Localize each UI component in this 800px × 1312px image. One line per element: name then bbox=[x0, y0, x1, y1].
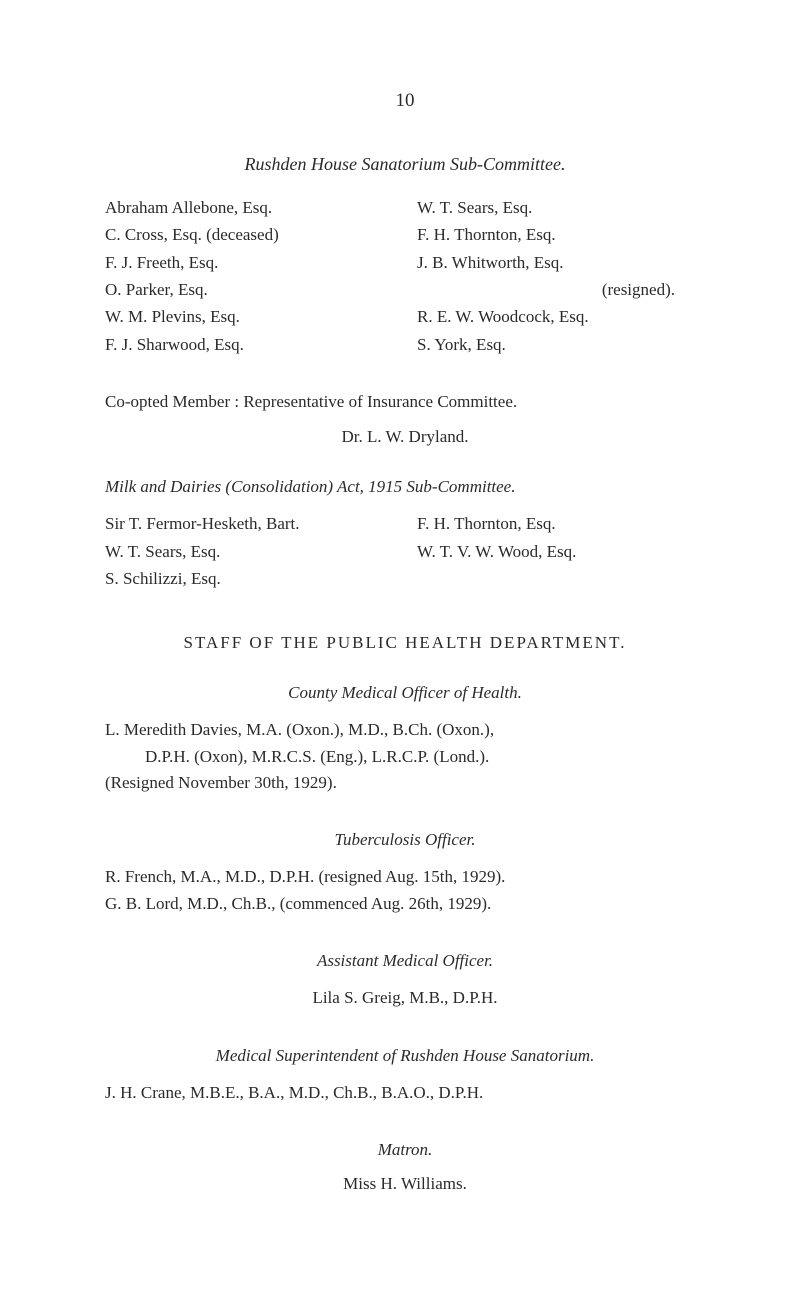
tuberculosis-line2: G. B. Lord, M.D., Ch.B., (commenced Aug.… bbox=[105, 891, 705, 917]
coopted-line: Co-opted Member : Representative of Insu… bbox=[105, 389, 705, 415]
assistant-line1: Lila S. Greig, M.B., D.P.H. bbox=[105, 985, 705, 1011]
matron-block: Matron. Miss H. Williams. bbox=[105, 1140, 705, 1194]
list-item: Sir T. Fermor-Hesketh, Bart. bbox=[105, 511, 393, 537]
list-item: W. T. V. W. Wood, Esq. bbox=[417, 539, 705, 565]
county-line2: D.P.H. (Oxon), M.R.C.S. (Eng.), L.R.C.P.… bbox=[105, 744, 705, 770]
superintendent-body: J. H. Crane, M.B.E., B.A., M.D., Ch.B., … bbox=[105, 1080, 705, 1106]
assistant-officer-title: Assistant Medical Officer. bbox=[105, 951, 705, 971]
list-item: F. H. Thornton, Esq. bbox=[417, 222, 705, 248]
list-item: F. J. Freeth, Esq. bbox=[105, 250, 393, 276]
list-item: O. Parker, Esq. bbox=[105, 277, 393, 303]
list-item: S. Schilizzi, Esq. bbox=[105, 566, 393, 592]
list-item: C. Cross, Esq. (deceased) bbox=[105, 222, 393, 248]
list-item: Abraham Allebone, Esq. bbox=[105, 195, 393, 221]
tuberculosis-line1: R. French, M.A., M.D., D.P.H. (resigned … bbox=[105, 864, 705, 890]
county-officer-body: L. Meredith Davies, M.A. (Oxon.), M.D., … bbox=[105, 717, 705, 796]
county-officer-title: County Medical Officer of Health. bbox=[105, 683, 705, 703]
tuberculosis-officer-title: Tuberculosis Officer. bbox=[105, 830, 705, 850]
milk-right-col: F. H. Thornton, Esq. W. T. V. W. Wood, E… bbox=[417, 511, 705, 593]
list-item: W. T. Sears, Esq. bbox=[417, 195, 705, 221]
milk-committee-columns: Sir T. Fermor-Hesketh, Bart. W. T. Sears… bbox=[105, 511, 705, 593]
rushden-right-col: W. T. Sears, Esq. F. H. Thornton, Esq. J… bbox=[417, 195, 705, 359]
county-line1: L. Meredith Davies, M.A. (Oxon.), M.D., … bbox=[105, 717, 705, 743]
list-item: J. B. Whitworth, Esq. bbox=[417, 250, 705, 276]
superintendent-title: Medical Superintendent of Rushden House … bbox=[105, 1046, 705, 1066]
list-item: W. M. Plevins, Esq. bbox=[105, 304, 393, 330]
page-number: 10 bbox=[105, 90, 705, 112]
milk-left-col: Sir T. Fermor-Hesketh, Bart. W. T. Sears… bbox=[105, 511, 393, 593]
coopted-name: Dr. L. W. Dryland. bbox=[105, 427, 705, 447]
milk-title: Milk and Dairies (Consolidation) Act, 19… bbox=[105, 477, 705, 497]
list-item: W. T. Sears, Esq. bbox=[105, 539, 393, 565]
matron-title: Matron. bbox=[105, 1140, 705, 1160]
rushden-title: Rushden House Sanatorium Sub-Committee. bbox=[105, 154, 705, 175]
list-item-resigned: (resigned). bbox=[417, 277, 705, 303]
list-item: F. H. Thornton, Esq. bbox=[417, 511, 705, 537]
assistant-officer-body: Lila S. Greig, M.B., D.P.H. bbox=[105, 985, 705, 1011]
staff-header: STAFF OF THE PUBLIC HEALTH DEPARTMENT. bbox=[105, 633, 705, 653]
milk-title-text: Milk and Dairies (Consolidation) Act, 19… bbox=[105, 477, 515, 496]
superintendent-line1: J. H. Crane, M.B.E., B.A., M.D., Ch.B., … bbox=[105, 1080, 705, 1106]
county-line3: (Resigned November 30th, 1929). bbox=[105, 770, 705, 796]
tuberculosis-officer-body: R. French, M.A., M.D., D.P.H. (resigned … bbox=[105, 864, 705, 917]
list-item: S. York, Esq. bbox=[417, 332, 705, 358]
list-item: R. E. W. Woodcock, Esq. bbox=[417, 304, 705, 330]
matron-name: Miss H. Williams. bbox=[105, 1174, 705, 1194]
rushden-left-col: Abraham Allebone, Esq. C. Cross, Esq. (d… bbox=[105, 195, 393, 359]
rushden-committee-columns: Abraham Allebone, Esq. C. Cross, Esq. (d… bbox=[105, 195, 705, 359]
list-item: F. J. Sharwood, Esq. bbox=[105, 332, 393, 358]
